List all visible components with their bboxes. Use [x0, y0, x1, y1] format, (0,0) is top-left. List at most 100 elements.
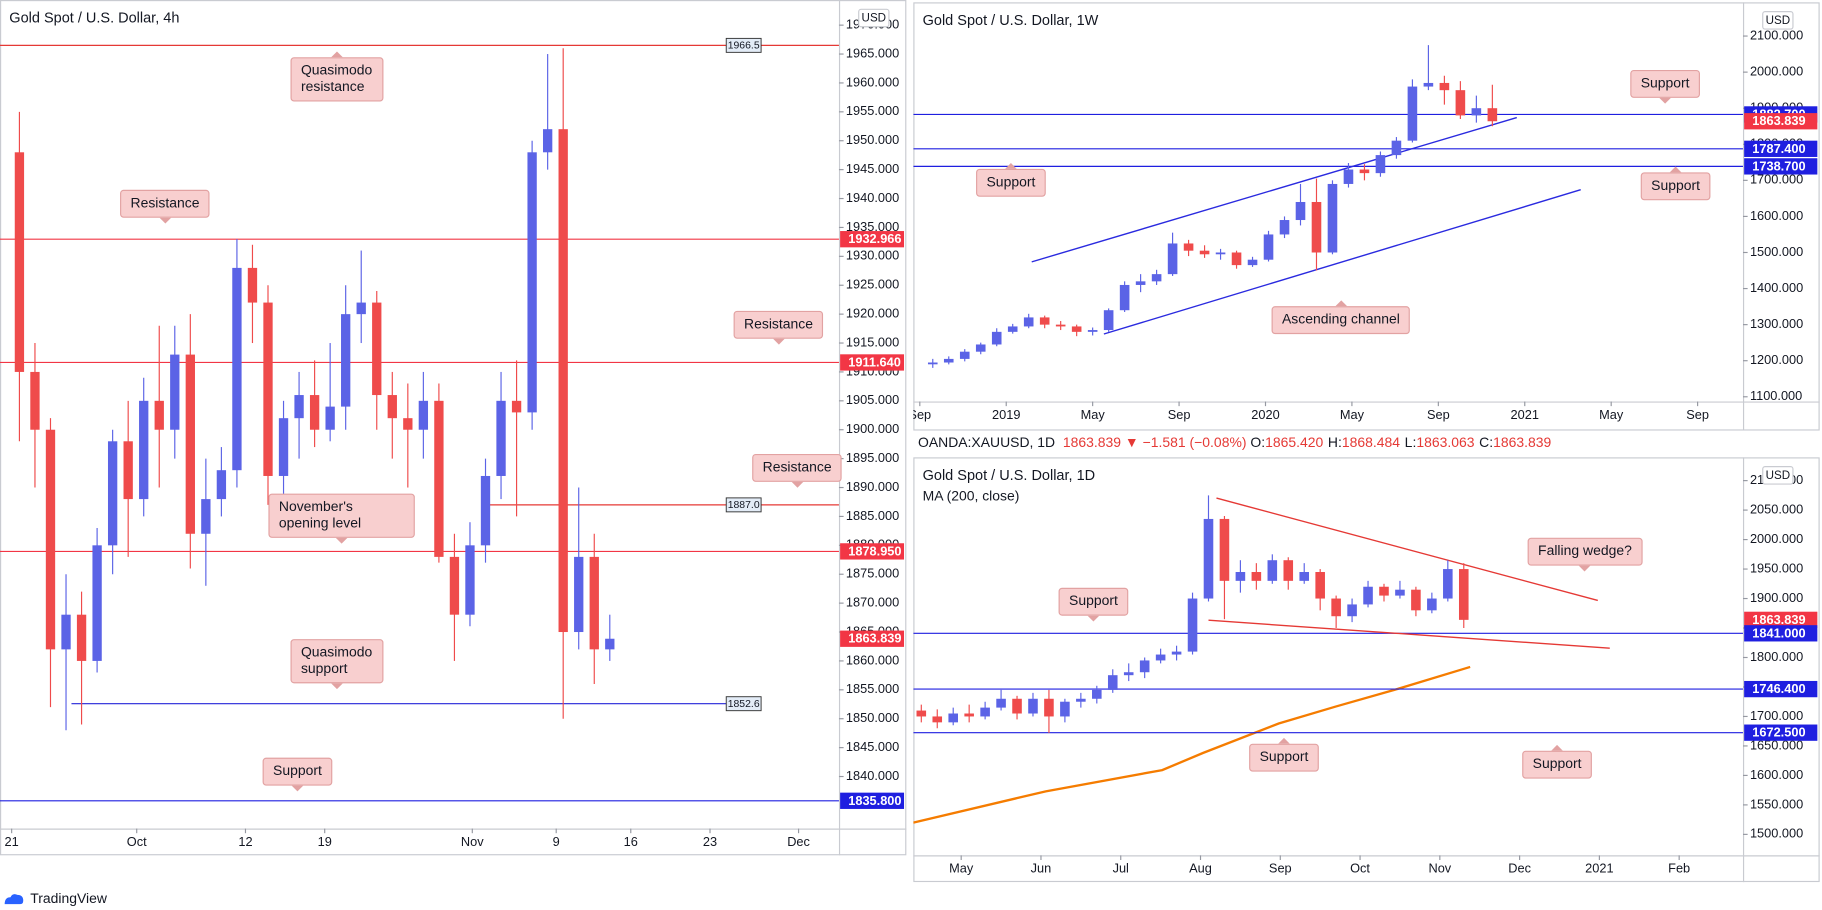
- candle-body: [76, 614, 87, 661]
- candle-body: [1203, 518, 1214, 599]
- candle-body: [1295, 201, 1306, 221]
- price-tag-label: 1852.6: [728, 699, 760, 710]
- candle-body: [527, 152, 537, 413]
- candle-body: [1427, 598, 1437, 611]
- candle-body: [1183, 243, 1194, 251]
- ohlc-label: L:: [1404, 434, 1417, 451]
- x-tick-label: May: [949, 861, 974, 876]
- candle-body: [1311, 201, 1322, 253]
- candle-body: [605, 638, 615, 650]
- candle-body: [139, 400, 149, 500]
- y-tick-label: 1550.000: [1750, 796, 1803, 811]
- y-tick-label: 1950.000: [846, 132, 899, 147]
- y-tick-label: 1900.000: [846, 421, 899, 436]
- annotation: Resistance: [733, 310, 824, 345]
- trend-line: [1216, 497, 1598, 602]
- annotation: Support: [1630, 69, 1701, 104]
- candle-body: [1039, 317, 1050, 325]
- brand: TradingView: [30, 890, 107, 907]
- candle-body: [1060, 701, 1070, 717]
- y-tick-label: 1800.000: [1750, 649, 1803, 664]
- price-tag: [1744, 680, 1818, 698]
- candle-body: [959, 351, 970, 359]
- x-tick-label: Nov: [1428, 861, 1451, 876]
- y-tick-label: 1700.000: [1750, 172, 1803, 187]
- x-tick-label: 19: [318, 834, 332, 849]
- x-tick-label: Oct: [1350, 861, 1370, 876]
- candle-body: [1076, 698, 1086, 702]
- price-tag-label: 1787.400: [1752, 141, 1805, 156]
- candle-body: [589, 556, 599, 650]
- x-tick-label: Aug: [1189, 861, 1212, 876]
- x-tick-label: May: [1081, 407, 1106, 422]
- candle-body: [1155, 654, 1166, 661]
- price-tag: [725, 696, 762, 712]
- ohlc-label: O:: [1250, 434, 1266, 451]
- x-tick-label: Sep: [1686, 407, 1709, 422]
- candle-body: [154, 400, 164, 430]
- y-tick-label: 1845.000: [846, 739, 899, 754]
- ma-legend: MA (200, close): [923, 488, 1020, 504]
- candle-body: [92, 545, 102, 661]
- chart-title: Gold Spot / U.S. Dollar, 1D: [923, 468, 1096, 484]
- x-tick-label: 12: [238, 834, 252, 849]
- x-tick-label: May: [1599, 407, 1624, 422]
- price-tag-label: 1911.640: [848, 354, 901, 369]
- candle-body: [185, 354, 195, 534]
- chart-title: Gold Spot / U.S. Dollar, 4h: [9, 10, 179, 26]
- x-tick-label: 2019: [992, 407, 1020, 422]
- candle-body: [1343, 169, 1354, 184]
- candle-body: [387, 395, 397, 419]
- candle-body: [1007, 326, 1018, 332]
- candle-body: [496, 400, 506, 476]
- symbol-header: OANDA:XAUUSD, 1D 1863.839 ▼ −1.581 (−0.0…: [918, 434, 1556, 450]
- y-tick-label: 2100.000: [1750, 27, 1803, 42]
- candle-body: [1375, 155, 1386, 174]
- candle-body: [247, 267, 258, 303]
- candle-body: [980, 707, 990, 717]
- currency-badge: [1762, 466, 1794, 485]
- candle-body: [61, 614, 71, 650]
- y-tick-label: 1600.000: [1750, 208, 1803, 223]
- x-tick-label: Jul: [1113, 861, 1129, 876]
- y-tick-label: 1650.000: [1750, 737, 1803, 752]
- annotation: Resistance: [120, 189, 210, 224]
- candle-body: [1263, 234, 1274, 260]
- x-tick-label: Jun: [1031, 861, 1052, 876]
- candle-body: [975, 344, 986, 352]
- price-tag-label: 1932.966: [848, 231, 901, 246]
- candle-body: [1251, 572, 1262, 581]
- candle-body: [1487, 108, 1498, 122]
- y-tick-label: 1920.000: [846, 306, 899, 321]
- ohlc-value: 1863.063: [1416, 434, 1475, 451]
- y-tick-label: 1300.000: [1750, 316, 1803, 331]
- price-tag: [840, 792, 905, 809]
- x-tick-label: 21: [5, 834, 19, 849]
- annotation: Quasimodo support: [290, 639, 384, 689]
- ohlc: O:1865.420 H:1868.484 L:1863.063 C:1863.839: [1250, 434, 1556, 450]
- price-tag: [840, 354, 905, 371]
- candle-body: [1139, 660, 1150, 673]
- plot: [913, 495, 1743, 824]
- annotation: Ascending channel: [1271, 300, 1411, 334]
- y-tick-label: 1925.000: [846, 277, 899, 292]
- candle-body: [1167, 243, 1178, 275]
- panel: [913, 457, 1820, 883]
- price-tag-label: 1887.0: [728, 500, 760, 511]
- candle-body: [14, 152, 25, 372]
- candle-body: [996, 698, 1006, 708]
- candle-body: [201, 499, 211, 534]
- candle-body: [372, 302, 382, 396]
- candle-body: [465, 545, 475, 615]
- x-tick-label: Sep: [1269, 861, 1292, 876]
- trend-line: [1208, 619, 1610, 649]
- price-tag: [840, 231, 905, 248]
- y-tick-label: 1935.000: [846, 219, 899, 234]
- price-tag-label: 1738.700: [1752, 158, 1805, 173]
- candle-body: [948, 713, 958, 723]
- chart-title: Gold Spot / U.S. Dollar, 1W: [923, 13, 1099, 29]
- candle-body: [1171, 651, 1182, 655]
- candle-body: [1471, 108, 1482, 116]
- candle-body: [932, 716, 943, 723]
- candle-body: [1443, 569, 1453, 599]
